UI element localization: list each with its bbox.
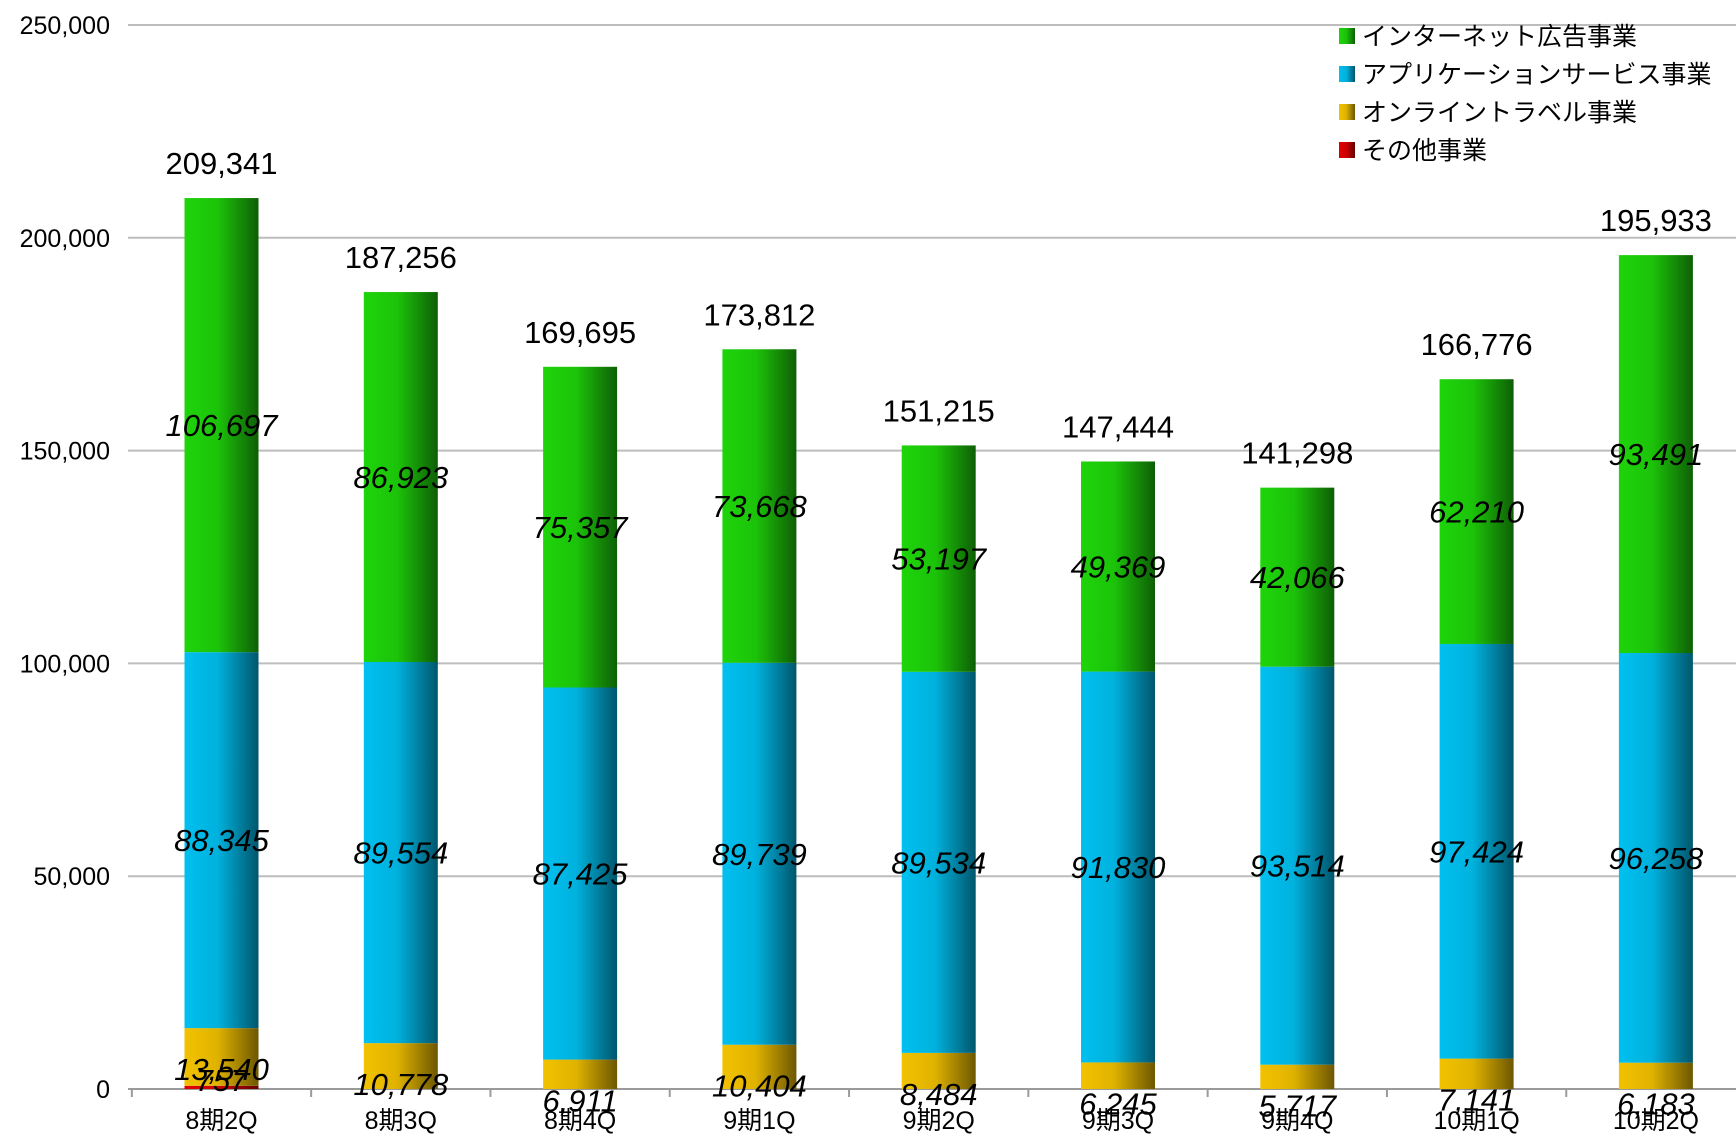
bar-segment [722,1044,797,1089]
total-value-label: 147,444 [1062,409,1174,444]
bar-segment [363,661,438,1044]
segment-value-label: 91,830 [1071,850,1166,885]
segment-value-label: 62,210 [1429,495,1524,530]
x-tick-label: 9期3Q [1082,1107,1154,1135]
legend-swatch [1339,66,1355,82]
legend-swatch [1339,104,1355,120]
total-value-label: 209,341 [165,146,277,181]
segment-value-label: 53,197 [891,542,988,577]
y-tick-label: 50,000 [34,863,110,891]
segment-value-label: 89,554 [353,836,448,871]
segment-value-label: 75,357 [533,510,630,545]
x-tick-label: 8期2Q [185,1107,257,1135]
segment-value-label: 6,911 [542,1084,617,1119]
total-value-label: 173,812 [703,297,815,332]
segment-value-label: 757 [196,1063,249,1098]
bar-segment [184,1028,259,1086]
segment-value-label: 93,491 [1608,437,1703,472]
bar-segment [184,198,259,653]
legend-label: その他事業 [1362,137,1487,165]
segment-value-label: 10,778 [353,1067,449,1102]
bar-segment [1439,1058,1514,1089]
segment-value-label: 7,141 [1438,1083,1516,1118]
bar-segment [1618,653,1693,1063]
segment-value-label: 42,066 [1250,560,1346,595]
x-tick-label: 10期1Q [1434,1107,1520,1135]
total-value-label: 166,776 [1421,327,1533,362]
segment-value-label: 106,697 [165,408,279,443]
segment-value-label: 73,668 [712,489,808,524]
segment-value-label: 6,183 [1617,1087,1695,1122]
segment-value-label: 89,534 [891,845,986,880]
segment-value-label: 88,345 [174,823,270,858]
bar-segment [363,292,438,662]
segment-value-label: 86,923 [353,460,448,495]
legend-swatch [1339,142,1355,158]
bar-segment [1260,487,1335,667]
legend-label: オンライントラベル事業 [1362,99,1637,127]
segment-value-label: 89,739 [712,837,807,872]
y-tick-label: 100,000 [20,650,110,678]
bar-segment [543,366,618,688]
bar-segment [184,652,259,1029]
segment-value-label: 97,424 [1429,834,1524,869]
total-value-label: 141,298 [1241,436,1353,471]
bar-segment [543,1059,618,1089]
legend-label: アプリケーションサービス事業 [1362,61,1712,89]
y-tick-label: 250,000 [20,12,110,40]
bar-segment [1618,1062,1693,1089]
bar-segment [1260,1064,1335,1089]
bar-segment [1260,666,1335,1065]
y-tick-label: 0 [96,1076,110,1104]
x-tick-label: 9期4Q [1261,1107,1333,1135]
legend-label: インターネット広告事業 [1362,23,1637,51]
bar-segment [1439,643,1514,1059]
bar-segment [722,662,797,1045]
y-tick-label: 200,000 [20,225,110,253]
segment-value-label: 10,404 [712,1069,807,1104]
bar-segment [722,349,797,663]
bar-segment [1081,461,1155,672]
total-value-label: 169,695 [524,315,636,350]
x-tick-label: 8期4Q [544,1107,616,1135]
legend: インターネット広告事業アプリケーションサービス事業オンライントラベル事業その他事… [1339,23,1712,165]
x-tick-label: 8期3Q [365,1107,437,1135]
bar-segment [1081,1062,1155,1089]
bar-segment [901,445,976,672]
x-tick-label: 9期2Q [903,1107,975,1135]
legend-swatch [1339,28,1355,44]
segment-value-label: 6,245 [1079,1086,1157,1121]
bar-segment [184,1085,259,1089]
segment-value-label: 8,484 [900,1077,978,1112]
segment-value-label: 96,258 [1608,841,1704,876]
segment-value-label: 93,514 [1250,849,1345,884]
bar-segment [1081,671,1155,1063]
bar-segment [1439,379,1514,644]
bar-segment [901,1052,976,1089]
x-tick-label: 9期1Q [723,1107,795,1135]
segment-value-label: 5,717 [1259,1089,1338,1124]
total-value-label: 187,256 [345,240,457,275]
segment-value-label: 49,369 [1071,550,1166,585]
segment-value-label: 13,540 [174,1052,269,1087]
y-tick-label: 150,000 [20,438,110,466]
total-value-label: 151,215 [883,393,995,428]
bar-segment [1618,255,1693,654]
bar-segment [363,1043,438,1089]
segment-value-label: 87,425 [533,857,629,892]
x-tick-label: 10期2Q [1613,1107,1699,1135]
total-value-label: 195,933 [1600,203,1712,238]
bar-segment [543,687,618,1060]
bar-segment [901,671,976,1053]
bars [184,198,1693,1089]
